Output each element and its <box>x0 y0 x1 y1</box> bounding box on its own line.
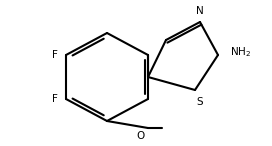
Text: S: S <box>197 97 203 107</box>
Text: F: F <box>52 94 58 104</box>
Text: N: N <box>196 6 204 16</box>
Text: O: O <box>137 131 145 141</box>
Text: NH$_2$: NH$_2$ <box>230 45 251 59</box>
Text: F: F <box>52 50 58 60</box>
